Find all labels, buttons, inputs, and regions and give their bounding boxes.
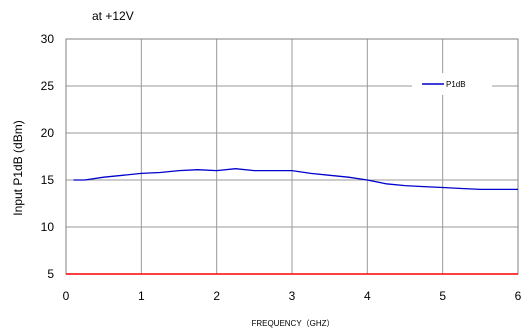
y-tick-label: 25 bbox=[41, 79, 55, 93]
tick-labels: 5 10 15 20 25 30 0 1 2 3 4 5 6 bbox=[41, 32, 522, 303]
y-tick-label: 15 bbox=[41, 173, 55, 187]
legend-label: P1dB bbox=[446, 80, 466, 89]
y-tick-label: 20 bbox=[41, 126, 55, 140]
chart-title: at +12V bbox=[92, 9, 134, 23]
y-tick-label: 10 bbox=[41, 220, 55, 234]
series-line-p1db bbox=[73, 168, 518, 191]
x-tick-label: 1 bbox=[138, 289, 145, 303]
y-tick-label: 30 bbox=[41, 32, 55, 46]
x-tick-label: 3 bbox=[289, 289, 296, 303]
x-tick-label: 0 bbox=[63, 289, 70, 303]
x-tick-label: 5 bbox=[439, 289, 446, 303]
y-tick-label: 5 bbox=[47, 267, 54, 281]
legend: P1dB bbox=[412, 73, 492, 95]
legend-box bbox=[412, 73, 492, 95]
x-tick-label: 4 bbox=[364, 289, 371, 303]
y-axis-label: Input P1dB (dBm) bbox=[11, 120, 25, 215]
x-tick-label: 6 bbox=[515, 289, 522, 303]
series-layer bbox=[66, 168, 518, 275]
x-tick-label: 2 bbox=[213, 289, 220, 303]
x-axis-label: FREQUENCY（GHZ） bbox=[251, 319, 334, 328]
